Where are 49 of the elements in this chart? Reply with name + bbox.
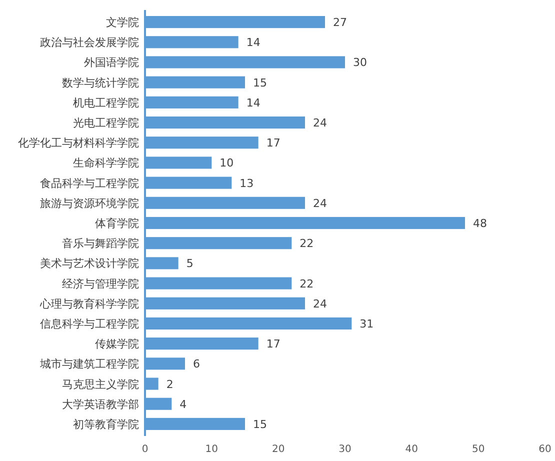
y-tick-label: 心理与教育科学学院	[39, 297, 139, 310]
data-label: 17	[266, 136, 280, 150]
y-tick-label: 大学英语教学部	[62, 398, 139, 411]
y-tick-label: 马克思主义学院	[62, 378, 139, 391]
data-label: 27	[333, 16, 347, 30]
y-tick-label: 体育学院	[95, 217, 139, 230]
y-tick-label: 美术与艺术设计学院	[40, 257, 139, 270]
data-label: 10	[220, 156, 234, 170]
y-tick-label: 经济与管理学院	[62, 277, 139, 290]
y-tick-label: 城市与建筑工程学院	[39, 358, 139, 371]
y-tick-label: 外国语学院	[84, 56, 139, 70]
y-tick-label: 生命科学学院	[73, 156, 139, 170]
data-label: 17	[266, 338, 280, 351]
data-label: 22	[300, 277, 314, 290]
data-label: 15	[253, 418, 267, 431]
x-tick-label: 20	[272, 444, 285, 455]
data-label: 14	[246, 96, 260, 110]
y-tick-label: 信息科学与工程学院	[40, 317, 139, 330]
y-tick-label: 文学院	[106, 16, 139, 30]
data-label: 24	[313, 297, 327, 310]
data-label: 2	[166, 378, 174, 391]
y-tick-label: 旅游与资源环境学院	[40, 196, 139, 210]
data-label: 14	[246, 36, 260, 50]
data-label: 31	[360, 317, 374, 330]
data-label: 24	[313, 116, 327, 130]
data-label: 30	[353, 56, 367, 70]
data-label: 48	[473, 217, 487, 230]
data-label: 6	[193, 358, 200, 371]
data-label: 4	[180, 398, 187, 411]
data-label: 5	[186, 257, 194, 270]
y-tick-label: 政治与社会发展学院	[40, 36, 139, 50]
data-label: 13	[240, 176, 254, 190]
data-label: 15	[253, 76, 267, 90]
y-tick-label: 机电工程学院	[73, 96, 139, 110]
y-tick-label: 初等教育学院	[73, 418, 139, 431]
y-tick-label: 传媒学院	[95, 338, 139, 351]
y-tick-label: 食品科学与工程学院	[40, 176, 139, 190]
x-tick-label: 50	[472, 444, 485, 455]
y-tick-label: 音乐与舞蹈学院	[62, 237, 139, 250]
y-tick-label: 光电工程学院	[73, 116, 139, 130]
x-tick-label: 10	[205, 444, 218, 455]
data-label: 22	[300, 237, 314, 250]
x-tick-label: 0	[142, 444, 148, 455]
y-tick-label: 数学与统计学院	[62, 76, 139, 90]
y-tick-label: 化学化工与材料科学学院	[18, 136, 139, 150]
x-tick-label: 40	[405, 444, 418, 455]
x-tick-label: 30	[338, 444, 352, 455]
data-label: 24	[313, 196, 327, 210]
x-tick-label: 60	[538, 444, 552, 455]
